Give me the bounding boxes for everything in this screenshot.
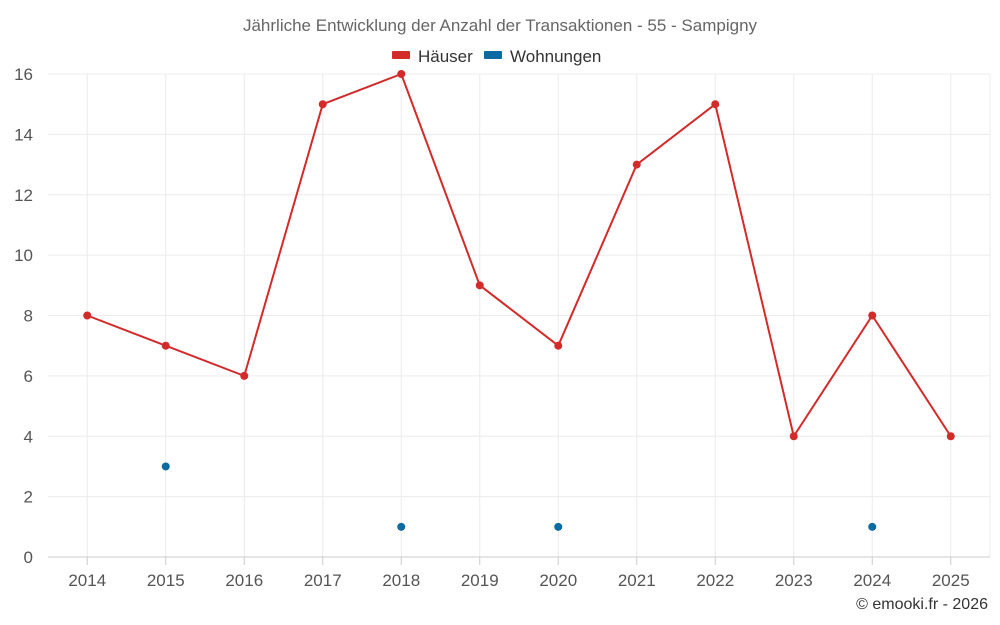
data-point-haeuser[interactable] — [161, 341, 170, 350]
data-point-haeuser[interactable] — [711, 100, 720, 109]
legend-item-haeuser[interactable]: Häuser — [392, 47, 473, 66]
y-tick-label: 8 — [24, 307, 33, 326]
data-point-wohnungen[interactable] — [868, 522, 877, 531]
y-tick-label: 6 — [24, 367, 33, 386]
grid — [48, 73, 991, 557]
x-tick-label: 2016 — [225, 571, 263, 590]
legend-label-haeuser: Häuser — [418, 47, 473, 66]
data-point-haeuser[interactable] — [397, 70, 406, 78]
y-tick-label: 4 — [24, 427, 33, 446]
x-tick-label: 2022 — [696, 571, 734, 590]
x-tick-label: 2019 — [461, 571, 499, 590]
series-line-haeuser — [86, 73, 952, 438]
x-tick-label: 2014 — [68, 571, 106, 590]
credit-text: © emooki.fr - 2026 — [856, 596, 988, 613]
y-tick-label: 14 — [14, 125, 33, 144]
legend-item-wohnungen[interactable]: Wohnungen — [484, 47, 601, 66]
data-point-wohnungen[interactable] — [554, 522, 563, 531]
y-tick-label: 0 — [24, 548, 33, 567]
y-tick-label: 12 — [14, 186, 33, 205]
legend-swatch-wohnungen — [484, 51, 502, 59]
legend-swatch-haeuser — [392, 51, 410, 59]
x-tick-label: 2017 — [304, 571, 342, 590]
data-point-haeuser[interactable] — [83, 311, 92, 320]
data-point-haeuser[interactable] — [632, 160, 641, 169]
y-tick-label: 10 — [14, 246, 33, 265]
data-point-haeuser[interactable] — [789, 432, 798, 441]
chart-title: Jährliche Entwicklung der Anzahl der Tra… — [243, 16, 758, 35]
data-point-wohnungen[interactable] — [161, 462, 170, 471]
y-tick-label: 2 — [24, 488, 33, 507]
x-tick-label: 2020 — [539, 571, 577, 590]
x-tick-label: 2023 — [775, 571, 813, 590]
data-point-haeuser[interactable] — [554, 341, 563, 350]
x-axis: 2014 2015 2016 2017 2018 2019 2020 2021 2022 2023… — [48, 556, 990, 590]
data-point-haeuser[interactable] — [868, 311, 877, 320]
data-point-wohnungen[interactable] — [397, 522, 406, 531]
data-point-haeuser[interactable] — [240, 371, 249, 380]
y-tick-label: 16 — [14, 65, 33, 84]
y-axis: 0 2 4 6 8 10 12 14 16 — [14, 65, 33, 567]
data-point-haeuser[interactable] — [946, 432, 955, 441]
x-tick-label: 2021 — [618, 571, 656, 590]
x-tick-label: 2015 — [147, 571, 185, 590]
data-point-haeuser[interactable] — [318, 100, 327, 109]
plot-area — [83, 70, 955, 531]
x-tick-label: 2025 — [932, 571, 970, 590]
legend-label-wohnungen: Wohnungen — [510, 47, 601, 66]
x-tick-label: 2018 — [382, 571, 420, 590]
legend: Häuser Wohnungen — [392, 47, 601, 66]
data-point-haeuser[interactable] — [475, 281, 484, 290]
x-tick-label: 2024 — [853, 571, 891, 590]
